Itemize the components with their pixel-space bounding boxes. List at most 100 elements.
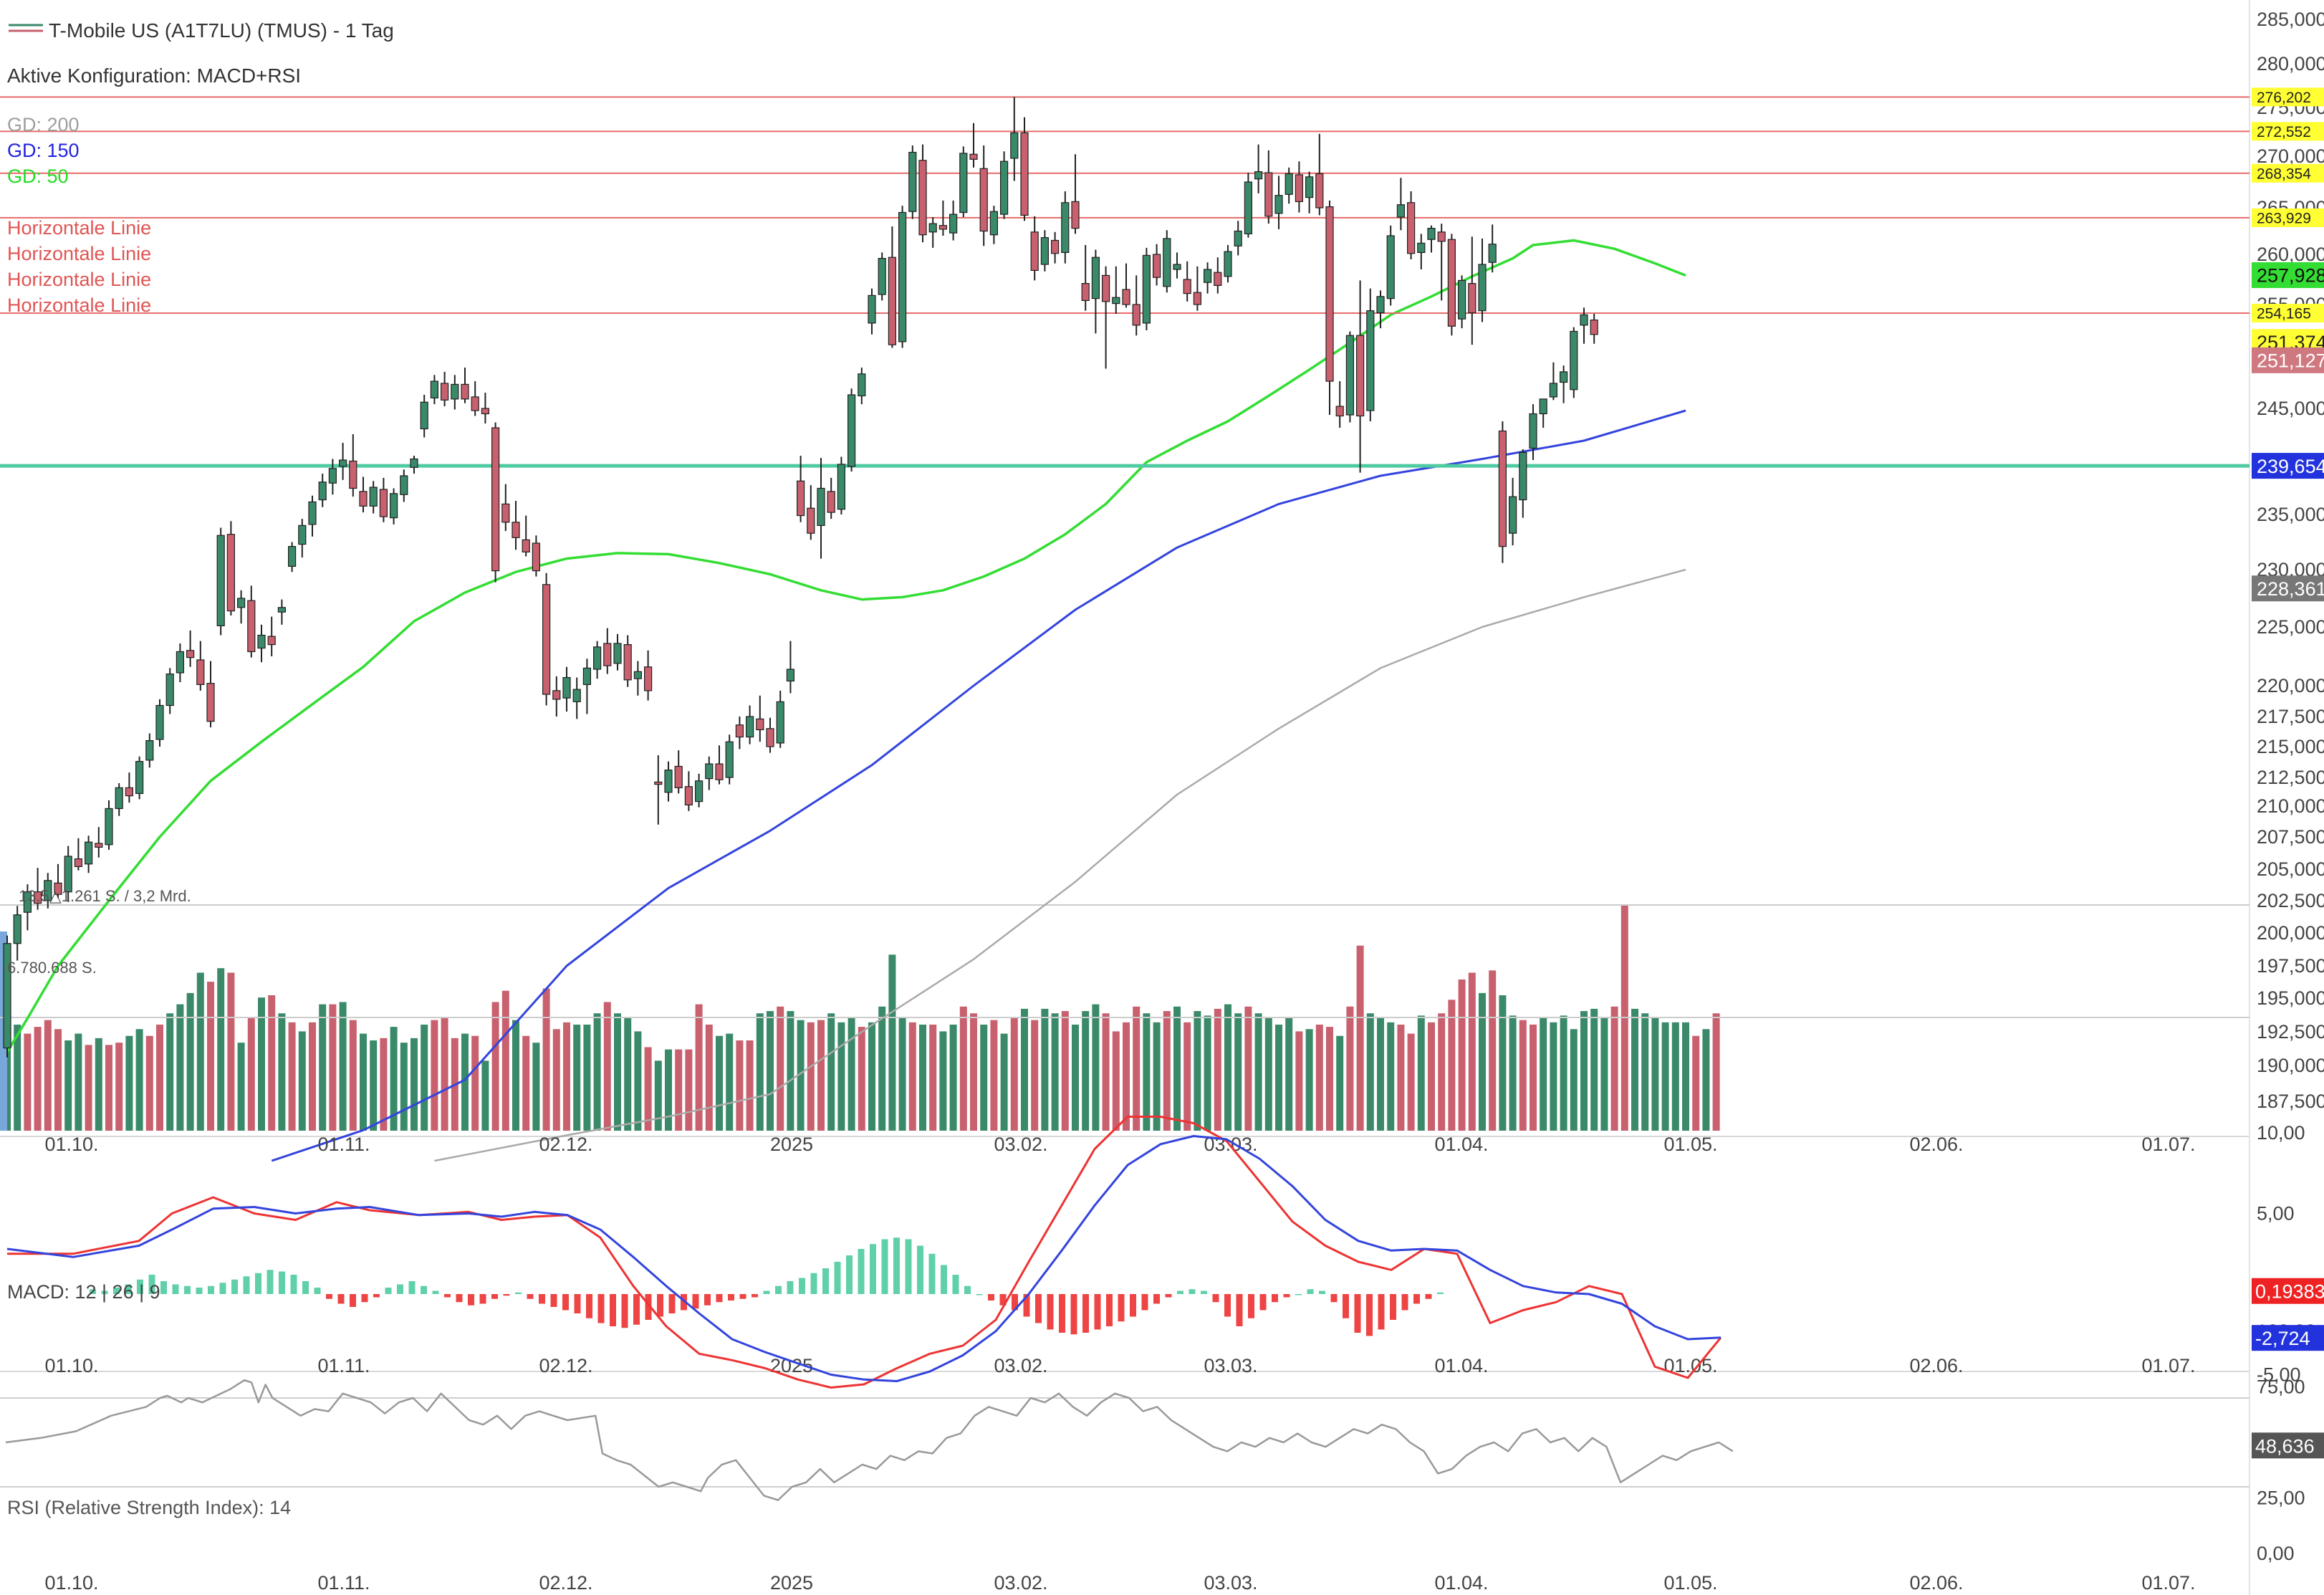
volume-bar [1336,1035,1344,1131]
candle-body [277,607,286,613]
volume-bar [95,1038,102,1131]
price-value-label: 276,202 [2252,87,2324,107]
volume-bar [1366,1013,1374,1131]
volume-bar [1387,1022,1395,1131]
active-config: Aktive Konfiguration: MACD+RSI [7,64,301,87]
price-tick-label: 280,000 [2257,53,2324,75]
macd-histogram-bar [562,1294,569,1311]
candle [898,206,907,348]
macd-histogram-bar [279,1271,285,1294]
candle [928,217,937,248]
time-tick-label: 03.03. [1204,1572,1257,1594]
candle-body [379,489,388,517]
macd-histogram-bar [999,1294,1007,1306]
candle [715,745,724,785]
candle [1091,249,1100,334]
candle [145,733,154,768]
candle-body [247,600,256,653]
macd-histogram-bar [101,1290,108,1294]
volume-bar [929,1024,937,1131]
candle-body [796,480,805,517]
candle [694,773,704,808]
candle [1580,307,1588,344]
macd-histogram-bar [1390,1294,1396,1320]
volume-bar [1468,972,1476,1131]
candle [64,846,72,902]
volume-bar [1010,1017,1018,1131]
rsi-value-label: 48,636 [2252,1432,2324,1459]
macd-histogram-bar [799,1278,805,1294]
volume-bar [1204,1015,1211,1131]
time-tick-label: 01.10. [44,1134,98,1155]
candle-body [705,763,714,780]
candle-body [1457,279,1466,320]
macd-histogram-bar [1189,1289,1196,1294]
macd-histogram-bar [716,1294,723,1303]
candle-body [155,704,164,740]
candle-body [288,546,297,567]
candle-body [461,383,469,400]
price-tick-label: 210,000 [2257,795,2324,817]
volume-bar [858,1027,865,1131]
candle-body [165,673,174,707]
macd-histogram-bar [373,1294,380,1298]
candle-body [1355,335,1365,417]
volume-bar [1702,1029,1710,1131]
candle-body [552,690,561,700]
time-tick-label: 01.04. [1434,1134,1488,1155]
candle-body [1560,371,1568,383]
candle-body [858,373,866,397]
volume-bar [634,1031,642,1131]
candle-body [145,739,154,761]
macd-histogram-bar [893,1237,900,1294]
candle [1020,117,1029,221]
legend-hline: Horizontale Linie [7,294,151,316]
rsi-tick-label: 75,00 [2257,1376,2305,1398]
candle [1539,398,1547,428]
macd-value-label: 0,19383 [2252,1278,2324,1304]
candle-body [1509,496,1517,534]
volume-bar [390,1027,398,1131]
candle-body [1112,297,1120,305]
candle-body [938,225,948,230]
candle-body [23,891,32,913]
price-tick-label: 195,000 [2257,987,2324,1009]
volume-bar [380,1038,388,1131]
candle [1163,230,1171,293]
candlesticks [3,97,1598,1058]
volume-bar [512,1020,519,1131]
candle-body [1071,201,1080,229]
volume-bar [1264,1017,1272,1131]
candle-body [226,534,235,612]
volume-bar [156,1024,163,1131]
candle [1264,150,1273,224]
candle-body [989,211,999,236]
candle [1488,224,1497,273]
macd-histogram-bar [1259,1294,1267,1311]
macd-tick-label: 10,00 [2257,1122,2305,1144]
volume-bar [797,1020,805,1131]
candle [135,756,144,800]
candle-body [257,634,266,649]
volume-bar [309,1022,316,1131]
volume-bar [1438,1013,1446,1131]
volume-bar [1123,1022,1130,1131]
macd-histogram-bar [952,1275,959,1294]
macd-histogram-bar [1130,1294,1136,1317]
candle-body [1366,310,1375,411]
macd-histogram-bar [881,1239,888,1294]
candle [74,838,83,871]
candle-body [888,257,897,345]
volume-bar [258,997,265,1131]
macd-histogram-bar [208,1285,214,1294]
candle [542,573,551,706]
candle-body [949,214,958,234]
candle-body [1386,235,1395,300]
candle [1214,257,1222,294]
candle-body [389,493,398,519]
candle-body [623,643,632,681]
macd-histogram-bar [1035,1294,1042,1323]
candle-body [84,841,93,865]
time-axis: 01.10. 01.11. 02.12. 2025 03.02. 03.03. 01.04.… [44,1134,2195,1594]
